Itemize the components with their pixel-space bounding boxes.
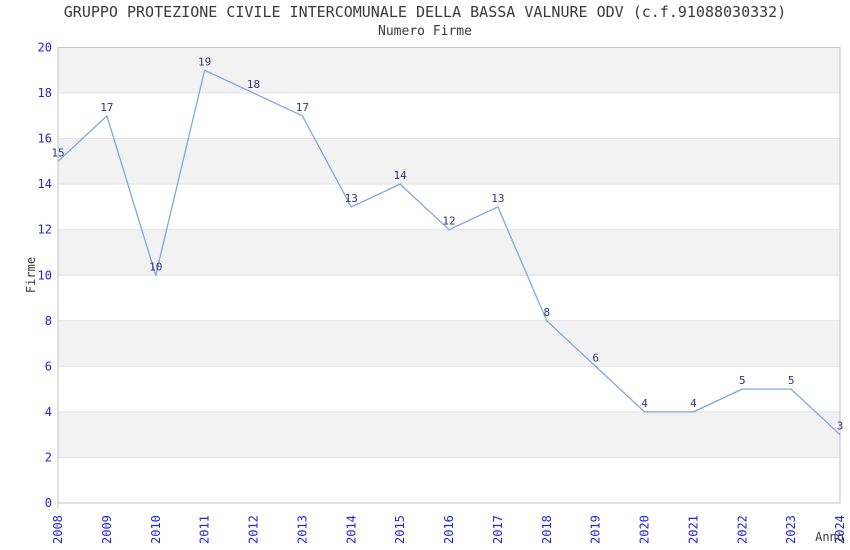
x-tick-label: 2016 (442, 515, 456, 544)
x-tick-label: 2018 (540, 515, 554, 544)
x-tick-label: 2023 (784, 515, 798, 544)
band (58, 229, 840, 276)
x-tick-label: 2010 (149, 515, 163, 544)
x-tick-label: 2021 (686, 515, 700, 544)
y-tick-label: 8 (45, 314, 52, 328)
data-labels: 15 17 10 19 18 17 13 14 12 13 8 6 4 4 5 5 3 (51, 55, 843, 432)
chart-title: GRUPPO PROTEZIONE CIVILE INTERCOMUNALE D… (63, 3, 787, 21)
y-tick-label: 10 (38, 268, 52, 282)
data-label: 15 (51, 146, 64, 159)
y-tick-label: 12 (38, 223, 52, 237)
data-label: 18 (247, 78, 260, 91)
x-tick-label: 2020 (638, 515, 652, 544)
data-label: 14 (394, 169, 408, 182)
x-tick-label: 2015 (393, 515, 407, 544)
series-line (57, 69, 841, 436)
band (58, 320, 840, 367)
plot-gridlines (58, 92, 840, 458)
x-tick-label: 2019 (589, 515, 603, 544)
data-label: 5 (739, 374, 746, 387)
x-tick-label: 2011 (198, 515, 212, 544)
y-tick-label: 20 (38, 41, 52, 55)
data-label: 10 (149, 260, 162, 273)
data-label: 17 (296, 101, 309, 114)
x-axis-title: Anno (815, 530, 844, 544)
data-label: 19 (198, 55, 211, 68)
x-tick-label: 2013 (295, 515, 309, 544)
y-tick-label: 0 (45, 496, 52, 510)
plot-border (57, 47, 841, 504)
y-tick-label: 2 (45, 450, 52, 464)
data-label: 12 (442, 215, 455, 228)
y-tick-label: 16 (38, 132, 52, 146)
data-label: 4 (641, 397, 648, 410)
plot-bands (58, 47, 840, 458)
data-label: 13 (345, 192, 358, 205)
x-tick-label: 2022 (735, 515, 749, 544)
x-tick-label: 2008 (51, 515, 65, 544)
y-tick-label: 4 (45, 405, 52, 419)
x-tick-label: 2012 (247, 515, 261, 544)
y-tick-label: 6 (45, 359, 52, 373)
chart-subtitle: Numero Firme (378, 24, 472, 39)
data-label: 4 (690, 397, 697, 410)
x-tick-label: 2014 (344, 515, 358, 544)
band (58, 411, 840, 458)
y-tick-label: 14 (38, 177, 52, 191)
band (58, 138, 840, 185)
x-tick-label: 2017 (491, 515, 505, 544)
data-label: 13 (491, 192, 504, 205)
x-tick-label: 2024 (833, 515, 847, 544)
data-label: 8 (543, 306, 550, 319)
data-label: 3 (837, 420, 844, 433)
data-label: 5 (788, 374, 795, 387)
x-tick-labels: 2008 2009 2010 2011 2012 2013 2014 2015 2016 2017… (51, 515, 847, 544)
data-label: 6 (592, 351, 599, 364)
y-axis-title: Firme (24, 257, 38, 293)
band (58, 47, 840, 94)
data-label: 17 (100, 101, 113, 114)
y-tick-labels: 0 2 4 6 8 10 12 14 16 18 20 (38, 41, 52, 511)
y-tick-label: 18 (38, 86, 52, 100)
x-tick-label: 2009 (100, 515, 114, 544)
